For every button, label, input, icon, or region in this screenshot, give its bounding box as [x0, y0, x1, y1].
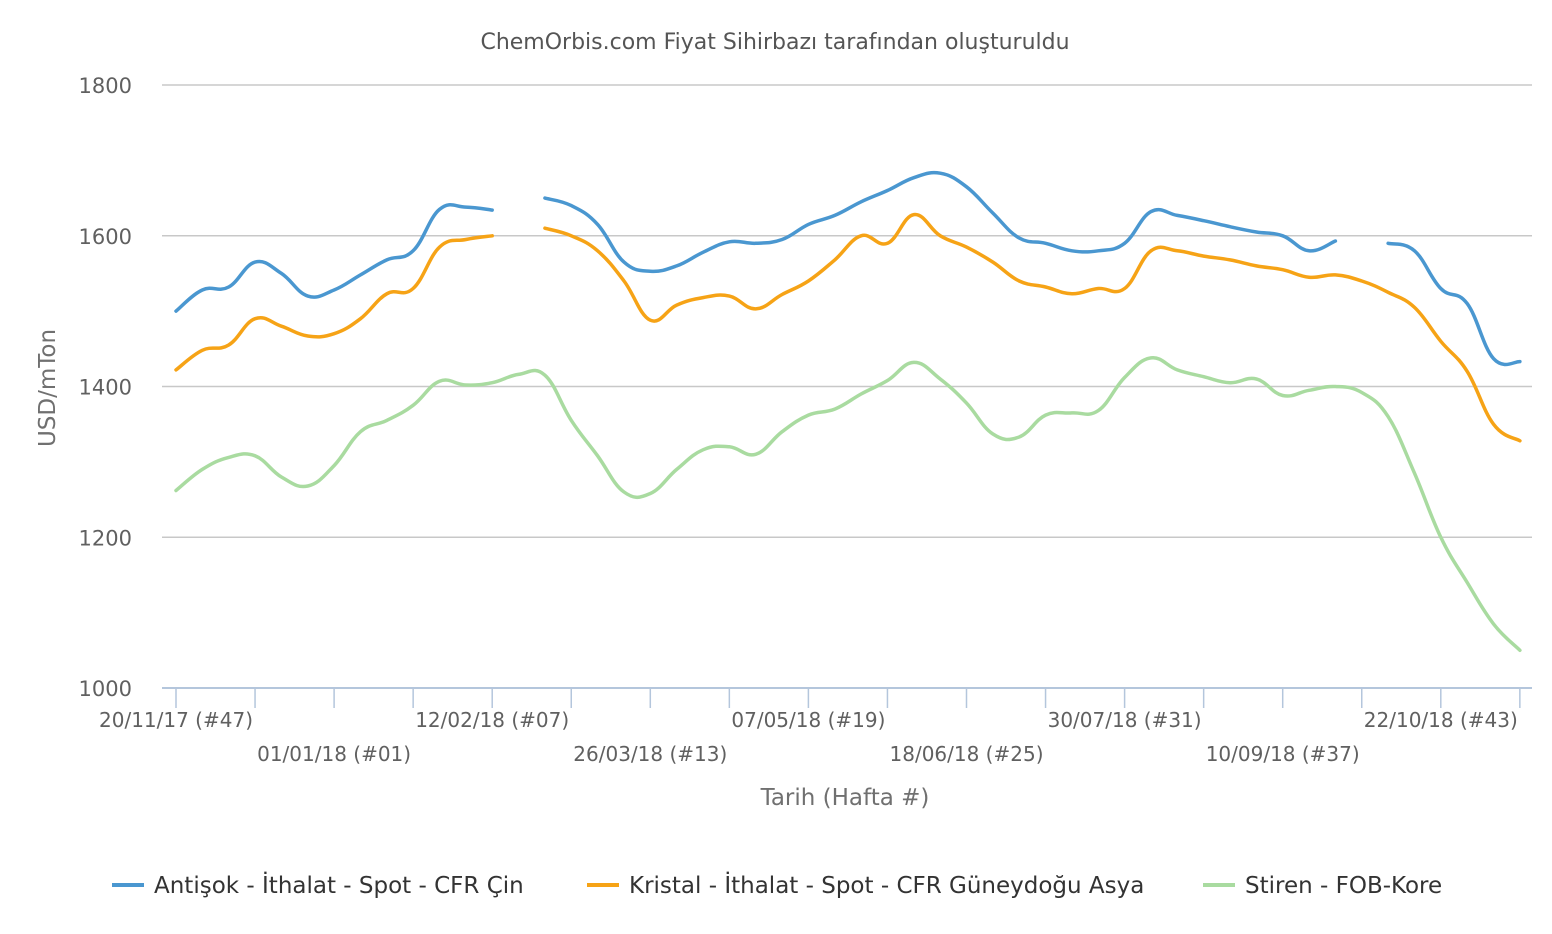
- x-tick-label: 10/09/18 (#37): [1206, 742, 1360, 766]
- x-tick-label: 30/07/18 (#31): [1048, 708, 1202, 732]
- x-tick-label: 12/02/18 (#07): [415, 708, 569, 732]
- y-tick-label: 1800: [79, 74, 132, 98]
- series-lines: [174, 170, 1522, 653]
- x-tick-label: 18/06/18 (#25): [890, 742, 1044, 766]
- y-axis: 1000 1200 1400 1600 1800: [79, 74, 132, 701]
- y-tick-label: 1600: [79, 225, 132, 249]
- series-0: [174, 170, 1522, 367]
- x-tick-label: 26/03/18 (#13): [573, 742, 727, 766]
- legend-item[interactable]: Stiren - FOB-Kore: [1203, 873, 1442, 899]
- y-axis-title: USD/mTon: [35, 329, 61, 447]
- series-line: [174, 234, 494, 372]
- legend: Antişok - İthalat - Spot - CFR Çin Krista…: [112, 871, 1442, 899]
- series-1: [174, 212, 1522, 443]
- x-tick-label: 01/01/18 (#01): [257, 742, 411, 766]
- series-line: [543, 170, 1338, 274]
- legend-label: Antişok - İthalat - Spot - CFR Çin: [154, 871, 524, 899]
- x-tick-label: 22/10/18 (#43): [1364, 708, 1518, 732]
- grid: [162, 84, 1532, 538]
- series-line: [543, 212, 1522, 443]
- legend-item[interactable]: Kristal - İthalat - Spot - CFR Güneydoğu…: [587, 871, 1144, 899]
- series-line: [174, 203, 494, 313]
- y-tick-label: 1200: [79, 526, 132, 550]
- y-tick-label: 1400: [79, 376, 132, 400]
- x-axis-title: Tarih (Hafta #): [760, 785, 930, 811]
- series-line: [174, 356, 1522, 653]
- legend-item[interactable]: Antişok - İthalat - Spot - CFR Çin: [112, 871, 524, 899]
- chart-title: ChemOrbis.com Fiyat Sihirbazı tarafından…: [480, 30, 1069, 55]
- x-axis: 20/11/17 (#47)01/01/18 (#01)12/02/18 (#0…: [99, 687, 1532, 766]
- y-tick-label: 1000: [79, 677, 132, 701]
- series-2: [174, 356, 1522, 653]
- series-line: [1386, 241, 1522, 367]
- legend-label: Stiren - FOB-Kore: [1245, 873, 1442, 899]
- x-tick-label: 20/11/17 (#47): [99, 708, 253, 732]
- legend-label: Kristal - İthalat - Spot - CFR Güneydoğu…: [629, 871, 1144, 899]
- x-tick-label: 07/05/18 (#19): [731, 708, 885, 732]
